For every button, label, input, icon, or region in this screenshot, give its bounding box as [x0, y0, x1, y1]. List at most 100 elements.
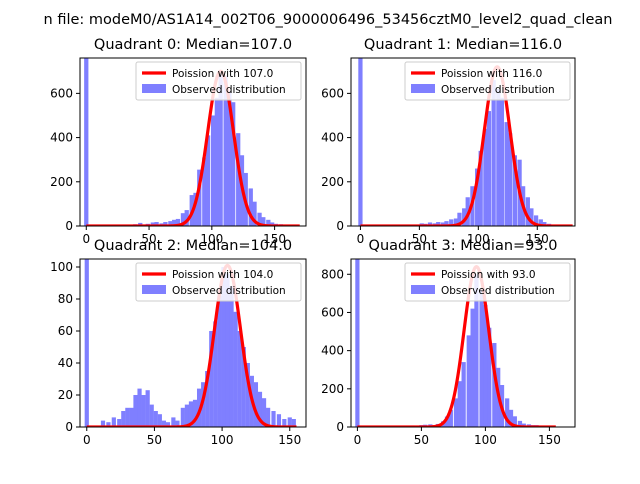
- quadrant-0-hist-bar: [248, 188, 253, 226]
- quadrant-2-hist-bar: [287, 417, 292, 427]
- quadrant-1-legend-hist-swatch: [411, 84, 435, 93]
- quadrant-0-hist-bar: [197, 169, 202, 226]
- quadrant-1-legend-hist-label: Observed distribution: [441, 84, 555, 96]
- quadrant-1-hist-bar: [453, 218, 459, 226]
- quadrant-1-ytick-label: 0: [336, 219, 344, 233]
- quadrant-0-hist-bar: [210, 115, 216, 226]
- quadrant-1-ytick-label: 600: [321, 86, 344, 100]
- quadrant-2-hist-bar: [213, 321, 218, 427]
- quadrant-2-hist-bar: [153, 411, 158, 427]
- quadrant-1-hist-bar: [525, 197, 530, 226]
- quadrant-3-hist-bar: [466, 335, 471, 427]
- quadrant-2-hist-bar: [121, 411, 126, 427]
- quadrant-2-hist-bar: [282, 419, 287, 427]
- quadrant-2-ytick-label: 0: [65, 420, 73, 434]
- quadrant-0-hist-bar: [227, 91, 232, 226]
- quadrant-2-hist-bar: [229, 286, 234, 427]
- quadrant-3-plot: 0 50 100 150 0 200 400 600 800 Quadrant 3: Median…: [321, 238, 576, 447]
- quadrant-1-title: Quadrant 1: Median=116.0: [364, 37, 562, 53]
- quadrant-3-hist-bar: [483, 304, 488, 427]
- quadrant-2-ytick-label: 60: [58, 324, 73, 338]
- quadrant-2-hist-bar: [253, 382, 259, 427]
- quadrant-1-plot: 0 50 100 150 0 200 400 600 Quadrant 1: Median=11…: [321, 37, 576, 246]
- quadrant-0-hist-bar: [172, 219, 177, 226]
- quadrant-3-xtick-label: 0: [354, 433, 362, 447]
- quadrant-0-ytick-label: 200: [50, 175, 73, 189]
- quadrant-2-hist-bar: [171, 417, 176, 427]
- quadrant-0-hist-bar: [154, 222, 159, 226]
- quadrant-1-hist-bar: [457, 212, 462, 226]
- quadrant-2-hist-bar: [125, 407, 130, 427]
- quadrant-2-hist-bar: [145, 390, 150, 427]
- quadrant-3-hist-bar: [479, 289, 484, 427]
- quadrant-0-xtick-label: 150: [263, 232, 286, 246]
- quadrant-0-hist-bar: [184, 210, 189, 226]
- quadrant-0-legend-box: [135, 61, 302, 101]
- quadrant-2-hist-bar: [141, 395, 146, 427]
- quadrant-2-xtick-label: 50: [147, 433, 162, 447]
- quadrant-1-ytick-label: 200: [321, 175, 344, 189]
- quadrant-3-xtick-label: 50: [414, 433, 429, 447]
- quadrant-2-ytick-label: 40: [58, 356, 73, 370]
- quadrant-0-hist-bar: [218, 71, 223, 226]
- quadrant-1-hist-bar: [427, 222, 433, 226]
- quadrant-1-legend: Poission with 116.0 Observed distribution: [404, 61, 571, 101]
- quadrant-0-content: [84, 58, 301, 226]
- quadrant-0-hist-bar: [252, 201, 257, 226]
- quadrant-1-hist-bar: [483, 128, 488, 226]
- quadrant-3-legend-hist-swatch: [411, 285, 435, 294]
- quadrant-3-legend-fit-label: Poission with 93.0: [441, 269, 536, 281]
- quadrant-0-legend-hist-label: Observed distribution: [172, 84, 286, 96]
- quadrant-3-hist-bar: [512, 416, 517, 427]
- quadrant-3-ytick-label: 600: [321, 305, 344, 319]
- quadrant-3-hist-bar: [505, 398, 510, 427]
- quadrant-2-plot: 0 50 100 150 0 20 40 60 80 100 Quadrant 2: Median=…: [50, 238, 307, 447]
- quadrant-3-hist-bar: [492, 343, 497, 427]
- quadrant-1-hist-bar: [436, 222, 441, 226]
- quadrant-1-hist-bar: [462, 208, 467, 226]
- quadrant-0-ytick-label: 400: [50, 131, 73, 145]
- quadrant-3-frame: [350, 258, 576, 428]
- quadrant-1-hist-bar: [491, 80, 496, 226]
- quadrant-0-hist-bar: [266, 219, 271, 226]
- quadrant-2-hist-bar: [221, 267, 226, 427]
- quadrant-2-hist-bar: [271, 411, 276, 427]
- quadrant-0-hist-bar: [168, 221, 173, 226]
- quadrant-0-title: Quadrant 0: Median=107.0: [94, 37, 292, 53]
- quadrant-1-hist-bar: [496, 88, 501, 226]
- quadrant-2-hist-bar: [175, 420, 180, 427]
- quadrant-3-hist-bar: [521, 423, 526, 427]
- quadrant-1-hist-bar: [475, 168, 480, 226]
- quadrant-2-hist-bar: [133, 395, 138, 427]
- quadrant-3-legend-hist-label: Observed distribution: [441, 285, 555, 297]
- quadrant-3-ytick-label: 800: [321, 267, 344, 281]
- quadrant-1-hist-bar: [512, 155, 517, 226]
- quadrant-1-hist-bar: [444, 221, 449, 226]
- quadrant-2-hist-bar: [100, 420, 106, 427]
- quadrant-3-xtick-label: 100: [474, 433, 497, 447]
- quadrant-1-hist-bar: [440, 222, 446, 226]
- quadrant-2-legend-fit-label: Poission with 104.0: [172, 269, 273, 281]
- quadrant-2-xtick-label: 100: [211, 433, 234, 447]
- quadrant-2-ytick-label: 80: [58, 292, 73, 306]
- quadrant-2-hist-bar: [233, 311, 238, 427]
- quadrant-0-hist-bar: [261, 217, 266, 226]
- quadrant-2-hist-bar: [137, 388, 142, 427]
- quadrant-0-legend-hist-swatch: [142, 84, 166, 93]
- quadrant-2-hist-bar: [241, 347, 246, 427]
- quadrant-2-fit-line: [85, 263, 298, 427]
- quadrant-2-legend-hist-swatch: [142, 285, 166, 294]
- quadrant-3-hist-bar: [470, 308, 475, 427]
- quadrant-1-hist-bar: [542, 222, 547, 226]
- quadrant-0-hist-bar: [193, 192, 198, 226]
- quadrant-2-ytick-label: 100: [50, 260, 73, 274]
- quadrant-2-legend-hist-label: Observed distribution: [172, 285, 286, 297]
- quadrant-2-legend-box: [135, 262, 302, 302]
- quadrant-0-hist-bar: [202, 157, 207, 226]
- quadrant-1-hist-bar: [504, 122, 509, 226]
- quadrant-3-ytick-label: 200: [321, 382, 344, 396]
- quadrant-0-legend: Poission with 107.0 Observed distribution: [135, 61, 302, 101]
- quadrant-2-hist-bar: [184, 404, 190, 427]
